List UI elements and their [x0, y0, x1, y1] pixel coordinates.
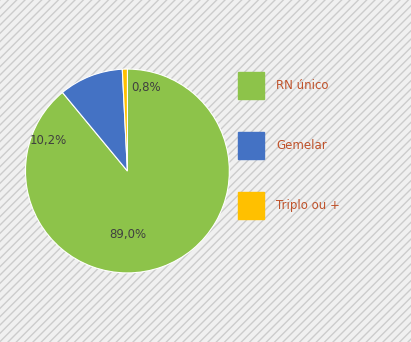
Text: Gemelar: Gemelar	[276, 139, 327, 152]
Text: Triplo ou +: Triplo ou +	[276, 199, 340, 212]
Wedge shape	[62, 69, 127, 171]
Wedge shape	[122, 69, 127, 171]
Text: 10,2%: 10,2%	[29, 134, 67, 147]
Bar	[238, 132, 264, 159]
Wedge shape	[25, 69, 229, 273]
Text: 89,0%: 89,0%	[109, 228, 146, 241]
Bar	[238, 72, 264, 99]
Text: 0,8%: 0,8%	[131, 81, 161, 94]
Text: RN único: RN único	[276, 79, 329, 92]
Bar	[238, 192, 264, 219]
